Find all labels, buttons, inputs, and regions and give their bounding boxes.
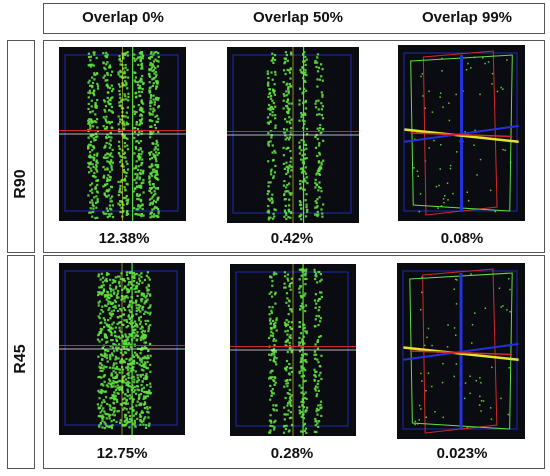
render-r45-overlap-99 — [397, 263, 525, 439]
value-r90-overlap-0: 12.38% — [98, 230, 150, 247]
render-r45-overlap-0 — [59, 263, 185, 435]
value-r45-overlap-99: 0.023% — [436, 445, 488, 462]
render-r90-overlap-99 — [398, 45, 525, 221]
column-title-overlap-0: Overlap 0% — [82, 9, 164, 26]
render-r90-overlap-50 — [227, 47, 359, 223]
render-r90-overlap-0 — [59, 47, 186, 221]
value-r45-overlap-50: 0.28% — [270, 445, 314, 462]
row-label-box-r45 — [7, 255, 35, 469]
row-panel-r90 — [43, 40, 545, 253]
value-r90-overlap-99: 0.08% — [440, 230, 484, 247]
column-header-bar — [43, 3, 545, 34]
column-title-overlap-99: Overlap 99% — [421, 9, 513, 26]
value-r45-overlap-0: 12.75% — [96, 445, 148, 462]
render-r45-overlap-50 — [230, 264, 356, 436]
column-title-overlap-50: Overlap 50% — [252, 9, 344, 26]
row-label-r45: R45 — [12, 344, 29, 374]
row-label-r90: R90 — [12, 169, 29, 199]
value-r90-overlap-50: 0.42% — [270, 230, 314, 247]
row-panel-r45 — [43, 255, 545, 469]
row-label-box-r90 — [7, 40, 35, 253]
